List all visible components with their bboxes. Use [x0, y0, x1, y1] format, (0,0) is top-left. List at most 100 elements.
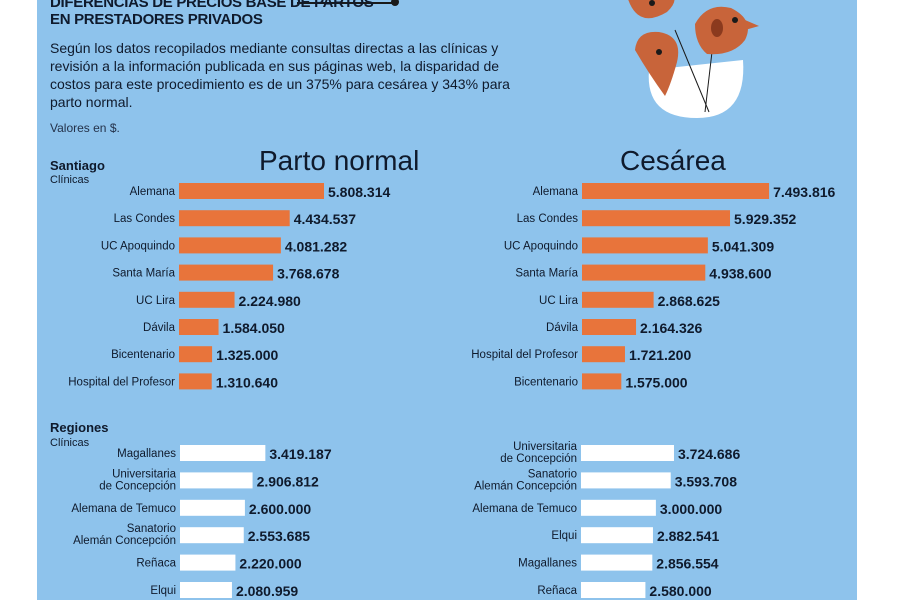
bar	[582, 264, 706, 281]
category-label: Las Condes	[517, 213, 579, 225]
group-subtitle-regiones: Clínicas	[50, 437, 90, 449]
data-label: 3.419.187	[269, 446, 331, 462]
data-label: 1.721.200	[629, 347, 691, 363]
data-label: 1.310.640	[216, 374, 278, 390]
headline-line-2: EN PRESTADORES PRIVADOS	[50, 11, 263, 28]
data-label: 4.081.282	[285, 238, 347, 254]
bar	[582, 319, 637, 335]
bar	[179, 210, 290, 227]
infographic-panel: DIFERENCIAS DE PRECIOS BASE DE PARTOS EN…	[37, 0, 857, 600]
category-label: Alemán Concepción	[73, 535, 176, 547]
data-label: 1.575.000	[625, 374, 687, 390]
intro-text: Según los datos recopilados mediante con…	[50, 40, 510, 110]
bird-illustration-icon	[628, 0, 759, 118]
bar	[582, 210, 731, 227]
category-label: Magallanes	[518, 558, 577, 570]
group-subtitle-santiago: Clínicas	[50, 174, 90, 186]
bar	[179, 291, 235, 308]
bar	[180, 499, 245, 516]
category-label: Alemana de Temuco	[71, 503, 176, 515]
category-label: Sanatorio	[127, 523, 176, 535]
headline: DIFERENCIAS DE PRECIOS BASE DE PARTOS EN…	[50, 0, 450, 28]
headline-line-1: DIFERENCIAS DE PRECIOS BASE DE PARTOS	[50, 0, 374, 11]
category-label: Alemán Concepción	[474, 480, 577, 492]
category-label: Hospital del Profesor	[68, 376, 175, 388]
bar	[180, 445, 266, 461]
category-label: Elqui	[551, 530, 577, 542]
category-label: Bicentenario	[111, 349, 175, 361]
data-label: 3.000.000	[660, 501, 722, 517]
category-label: Reñaca	[537, 585, 577, 597]
category-label: Universitaria	[112, 468, 177, 480]
bar	[180, 472, 253, 489]
data-label: 2.882.541	[657, 528, 719, 544]
data-label: 4.938.600	[709, 266, 771, 282]
category-label: UC Lira	[539, 295, 579, 307]
category-label: Elqui	[150, 585, 176, 597]
data-label: 2.906.812	[257, 473, 319, 489]
category-label: Alemana	[533, 186, 579, 198]
category-label: Dávila	[546, 322, 579, 334]
data-label: 7.493.816	[773, 184, 835, 200]
category-label: de Concepción	[500, 453, 577, 465]
bar	[582, 183, 770, 199]
group-title-regiones: Regiones	[50, 420, 109, 435]
category-label: UC Apoquindo	[101, 240, 175, 252]
data-label: 3.593.708	[675, 473, 737, 489]
data-label: 2.080.959	[236, 583, 298, 599]
units-note: Valores en $.	[50, 121, 120, 135]
group-title-santiago: Santiago	[50, 158, 105, 173]
data-label: 2.220.000	[239, 556, 301, 572]
bar	[581, 554, 653, 571]
bar	[180, 582, 232, 598]
bar	[179, 264, 274, 281]
bar	[179, 319, 219, 335]
bar	[582, 373, 622, 390]
bar	[179, 346, 213, 363]
bar	[581, 445, 674, 461]
bar	[582, 346, 625, 363]
category-label: Santa María	[515, 268, 578, 280]
data-label: 5.929.352	[734, 211, 796, 227]
data-label: 5.808.314	[328, 184, 390, 200]
category-label: Hospital del Profesor	[471, 349, 578, 361]
category-label: Magallanes	[117, 448, 176, 460]
bar	[180, 527, 244, 544]
data-label: 1.325.000	[216, 347, 278, 363]
bar	[582, 291, 654, 308]
data-label: 2.600.000	[249, 501, 311, 517]
bar	[179, 373, 212, 390]
bar	[581, 499, 656, 516]
category-label: Alemana de Temuco	[472, 503, 577, 515]
category-label: Universitaria	[513, 441, 578, 453]
bar	[581, 527, 653, 544]
category-label: Sanatorio	[528, 468, 577, 480]
category-label: UC Lira	[136, 295, 176, 307]
category-label: Bicentenario	[514, 376, 578, 388]
category-label: Reñaca	[136, 558, 176, 570]
decorative-line	[297, 2, 397, 4]
data-label: 1.584.050	[223, 320, 285, 336]
chart-title: Cesárea	[620, 145, 726, 176]
category-label: de Concepción	[99, 480, 176, 492]
bar	[179, 183, 324, 199]
data-label: 2.553.685	[248, 528, 310, 544]
bar	[180, 554, 236, 571]
decorative-dot	[391, 0, 399, 6]
data-label: 2.224.980	[239, 293, 301, 309]
data-label: 4.434.537	[294, 211, 356, 227]
data-label: 2.856.554	[656, 556, 718, 572]
bar	[179, 237, 281, 254]
bar	[581, 582, 646, 598]
data-label: 3.724.686	[678, 446, 740, 462]
bar	[581, 472, 671, 489]
category-label: UC Apoquindo	[504, 240, 578, 252]
bar	[582, 237, 708, 254]
data-label: 2.164.326	[640, 320, 702, 336]
data-label: 2.580.000	[649, 583, 711, 599]
category-label: Dávila	[143, 322, 176, 334]
data-label: 2.868.625	[658, 293, 720, 309]
chart-title: Parto normal	[259, 145, 419, 176]
data-label: 3.768.678	[277, 266, 339, 282]
